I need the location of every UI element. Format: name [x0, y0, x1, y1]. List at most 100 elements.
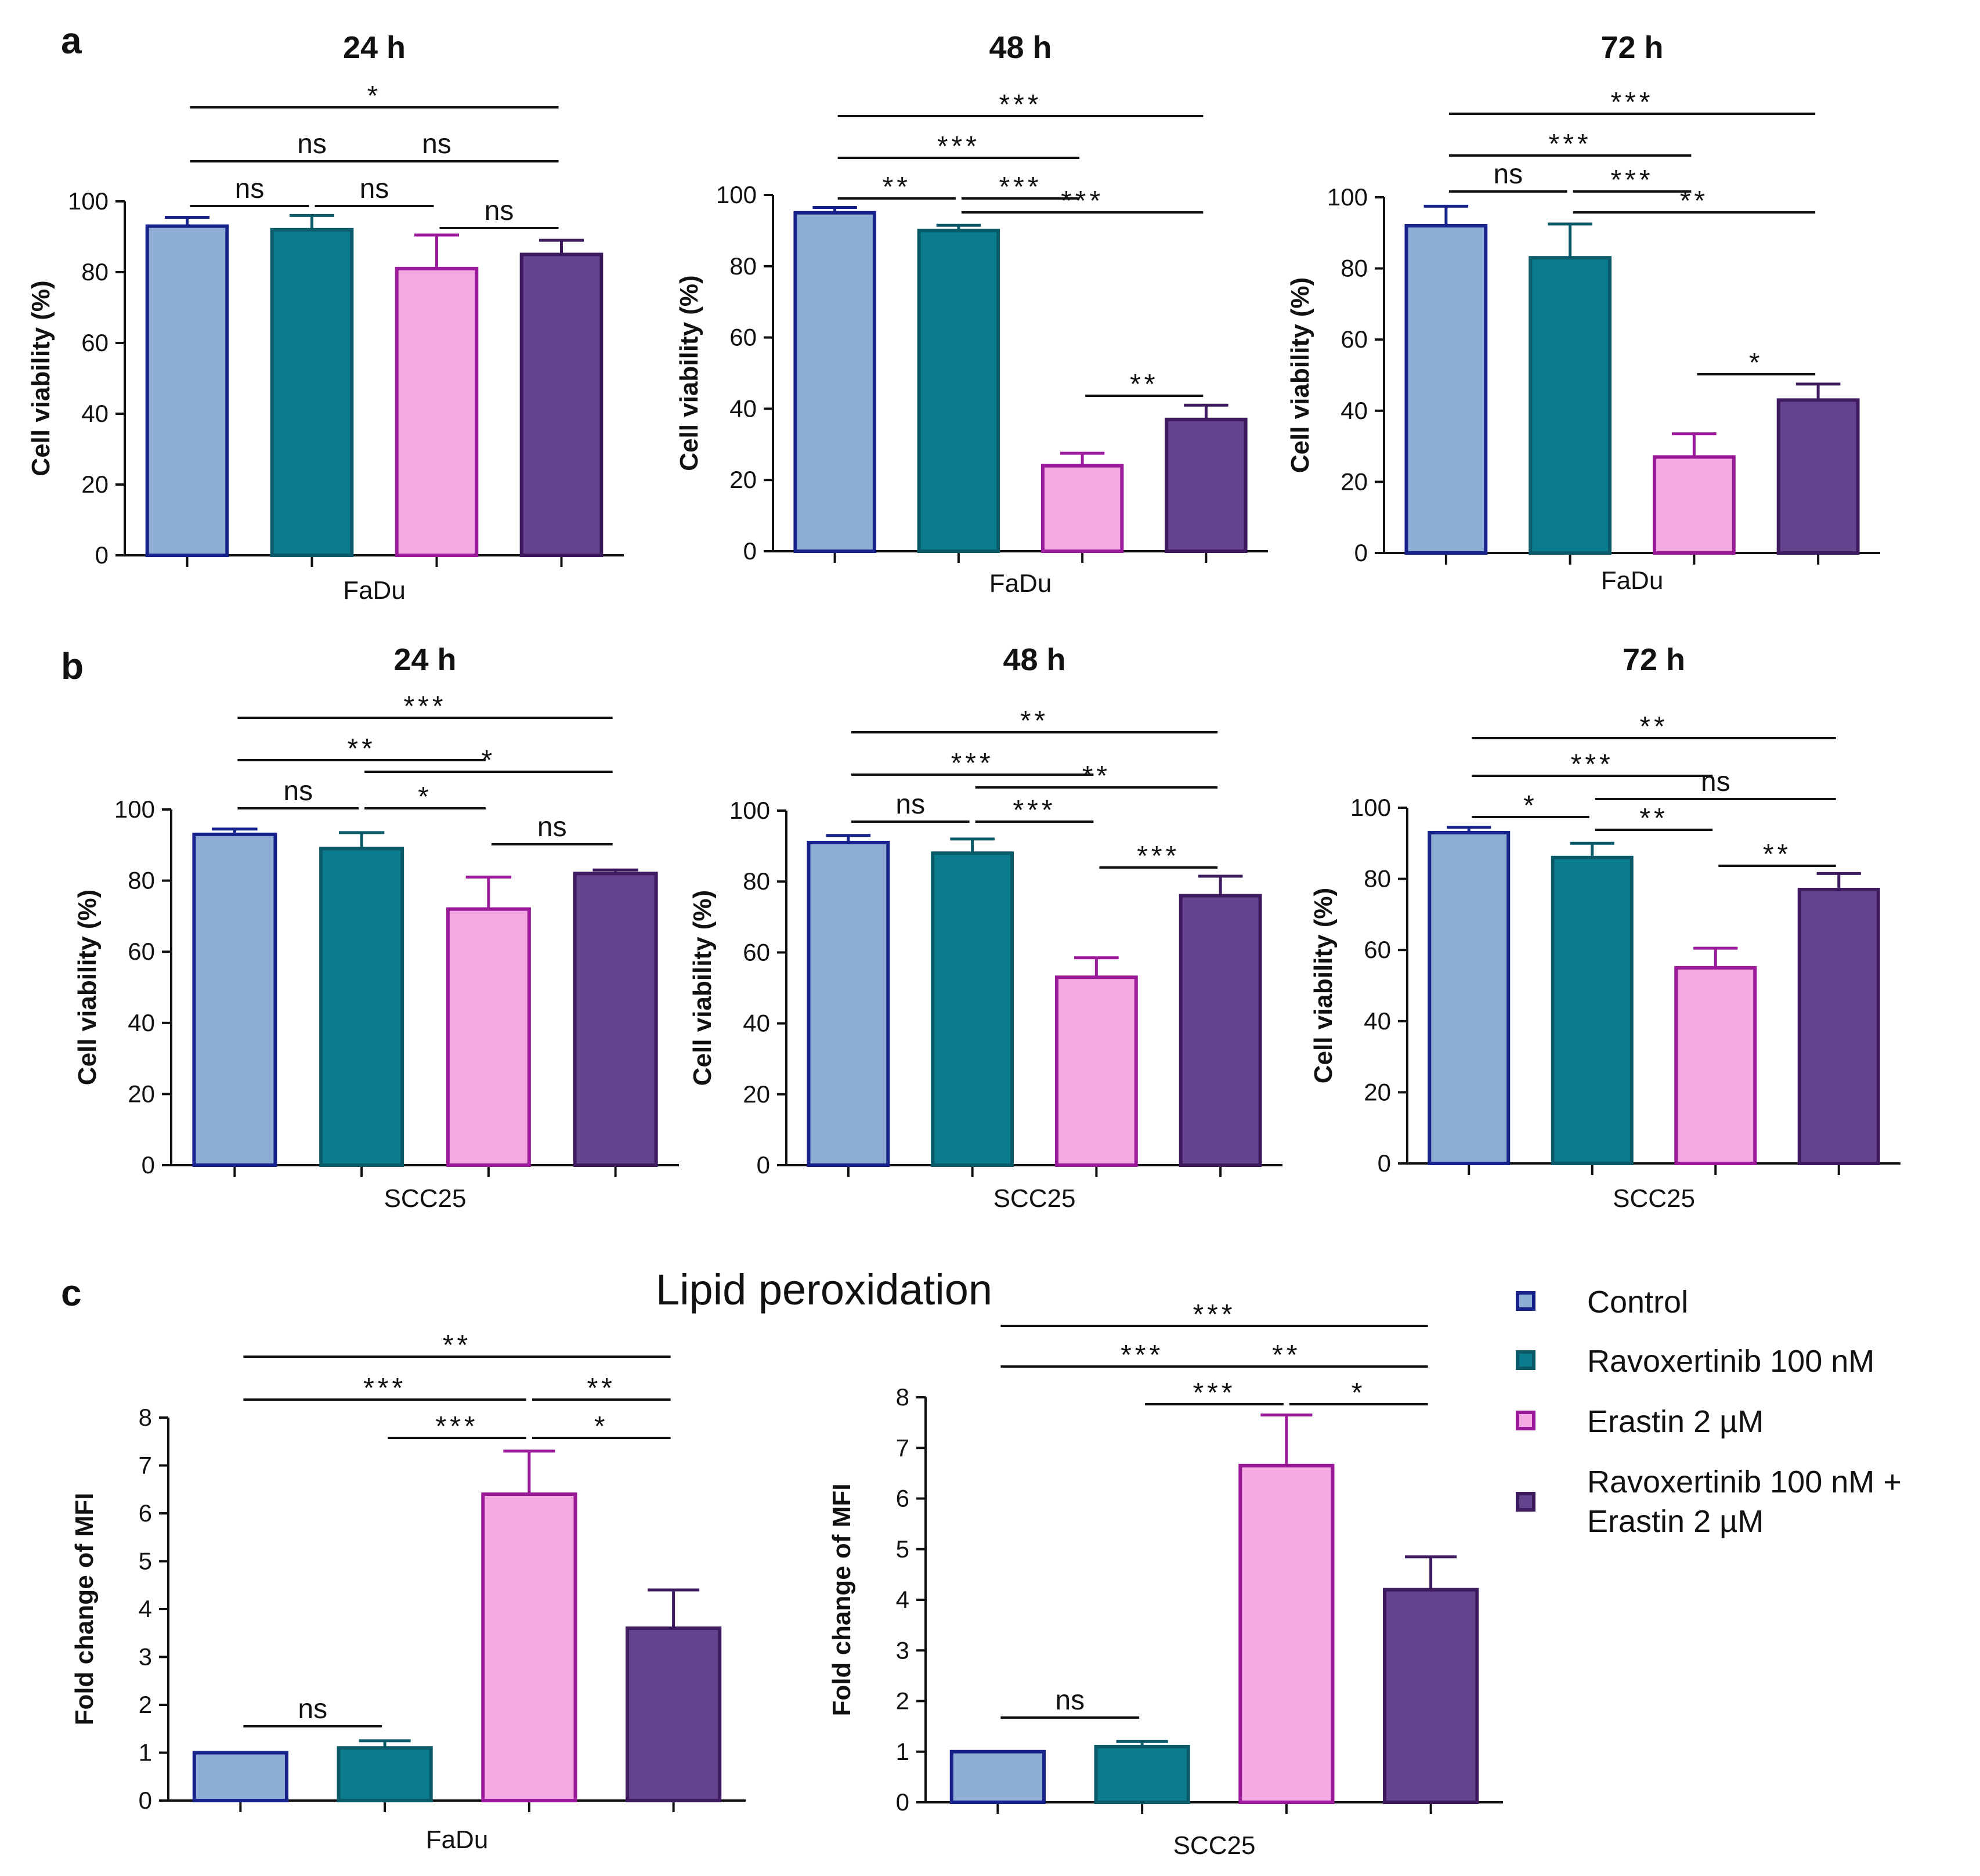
significance-label: ns	[1701, 767, 1730, 797]
significance-label: *	[367, 81, 382, 111]
bar-4	[1165, 417, 1248, 553]
y-tick-label: 3	[896, 1636, 909, 1664]
significance-label: **	[1082, 761, 1111, 791]
y-tick-label: 60	[1364, 936, 1391, 963]
bar-1	[192, 1751, 288, 1802]
significance-label: ***	[1193, 1378, 1235, 1408]
bar-4	[1179, 894, 1262, 1167]
bar-3	[1652, 455, 1736, 555]
significance-label: ***	[937, 131, 980, 162]
bar-2	[270, 227, 354, 557]
x-axis-label: SCC25	[1173, 1831, 1256, 1860]
y-axis-label: Cell viability (%)	[688, 890, 717, 1086]
bar-1	[145, 224, 229, 557]
y-tick-label: 60	[81, 329, 109, 356]
y-tick-label: 0	[139, 1787, 152, 1814]
y-tick-label: 8	[896, 1383, 909, 1411]
chart-a48: 48 h 0 20 40 60 80 100 Cell viability (%) FaDu **…	[675, 30, 1268, 598]
significance-label: **	[883, 172, 911, 203]
significance-label: *	[1523, 790, 1538, 821]
significance-label: *	[594, 1411, 609, 1442]
significance-label: ***	[1610, 165, 1653, 196]
significance-label: ***	[435, 1411, 478, 1442]
y-tick-label: 5	[139, 1548, 152, 1575]
x-axis-label: SCC25	[993, 1184, 1076, 1213]
lipid-peroxidation-title: Lipid peroxidation	[656, 1266, 992, 1314]
significance-label: ns	[298, 1694, 327, 1725]
bar-4	[573, 872, 658, 1167]
chart-title: 24 h	[343, 30, 406, 65]
y-tick-label: 8	[139, 1404, 152, 1431]
y-axis-label: Fold change of MFI	[828, 1484, 856, 1716]
significance-label: ns	[537, 812, 567, 843]
chart-title: 72 h	[1623, 642, 1685, 677]
y-axis-label: Fold change of MFI	[70, 1493, 99, 1726]
significance-label: **	[347, 733, 375, 764]
y-tick-label: 4	[139, 1595, 152, 1622]
significance-label: ns	[235, 173, 265, 204]
legend: Control Ravoxertinib 100 nM Erastin 2 µM…	[1516, 1285, 1902, 1539]
significance-label: ***	[363, 1373, 406, 1404]
significance-label: ns	[297, 129, 327, 160]
y-tick-label: 1	[139, 1739, 152, 1766]
significance-label: ***	[1549, 129, 1592, 160]
y-tick-label: 7	[139, 1452, 152, 1479]
y-tick-label: 20	[128, 1080, 155, 1107]
bar-1	[807, 840, 890, 1167]
bar-3	[481, 1492, 577, 1802]
panel-letter-a: a	[61, 20, 82, 62]
significance-label: **	[1763, 839, 1791, 870]
chart-title: 72 h	[1600, 30, 1663, 65]
legend-label-control: Control	[1587, 1285, 1688, 1320]
significance-label: **	[1680, 186, 1708, 216]
y-axis-label: Cell viability (%)	[27, 280, 55, 476]
legend-label-ravoxertinib: Ravoxertinib 100 nM	[1587, 1344, 1874, 1379]
y-axis-label: Cell viability (%)	[1286, 277, 1314, 473]
significance-label: **	[587, 1373, 616, 1404]
legend-label-combination-line1: Ravoxertinib 100 nM +	[1587, 1465, 1902, 1499]
panel-letter-b: b	[61, 645, 84, 687]
y-tick-label: 0	[95, 541, 109, 569]
y-tick-label: 2	[139, 1691, 152, 1718]
bar-3	[1054, 975, 1138, 1167]
y-tick-label: 20	[1341, 468, 1368, 495]
y-tick-label: 20	[729, 466, 757, 493]
significance-label: ***	[1137, 841, 1180, 872]
y-tick-label: 2	[896, 1687, 909, 1715]
y-tick-label: 100	[1327, 183, 1368, 211]
y-tick-label: 0	[1378, 1150, 1391, 1177]
y-tick-label: 60	[729, 324, 757, 351]
bar-2	[337, 1746, 433, 1802]
significance-label: *	[418, 782, 432, 812]
y-tick-label: 0	[1354, 539, 1368, 566]
significance-label: ns	[283, 776, 313, 807]
x-axis-label: SCC25	[1613, 1184, 1695, 1213]
chart-title: 48 h	[989, 30, 1052, 65]
x-axis-label: FaDu	[989, 569, 1052, 598]
legend-swatch-erastin	[1516, 1411, 1535, 1430]
bar-3	[1238, 1463, 1335, 1805]
bar-3	[395, 266, 479, 557]
y-tick-label: 60	[1341, 326, 1368, 353]
y-tick-label: 40	[128, 1009, 155, 1036]
y-tick-label: 7	[896, 1434, 909, 1461]
significance-label: **	[1130, 369, 1158, 400]
chart-title: 48 h	[1003, 642, 1065, 677]
bar-1	[192, 832, 277, 1167]
bar-2	[917, 229, 1000, 553]
legend-label-combination-line2: Erastin 2 µM	[1587, 1504, 1764, 1539]
bar-4	[519, 252, 604, 557]
significance-label: *	[482, 745, 496, 776]
y-tick-label: 100	[729, 797, 770, 824]
x-axis-label: FaDu	[426, 1826, 489, 1854]
y-tick-label: 80	[1364, 865, 1391, 892]
y-tick-label: 5	[896, 1535, 909, 1563]
bar-2	[1551, 855, 1634, 1165]
bar-2	[931, 851, 1014, 1167]
significance-label: **	[1639, 803, 1668, 834]
y-tick-label: 80	[128, 867, 155, 894]
significance-label: **	[1272, 1340, 1300, 1371]
